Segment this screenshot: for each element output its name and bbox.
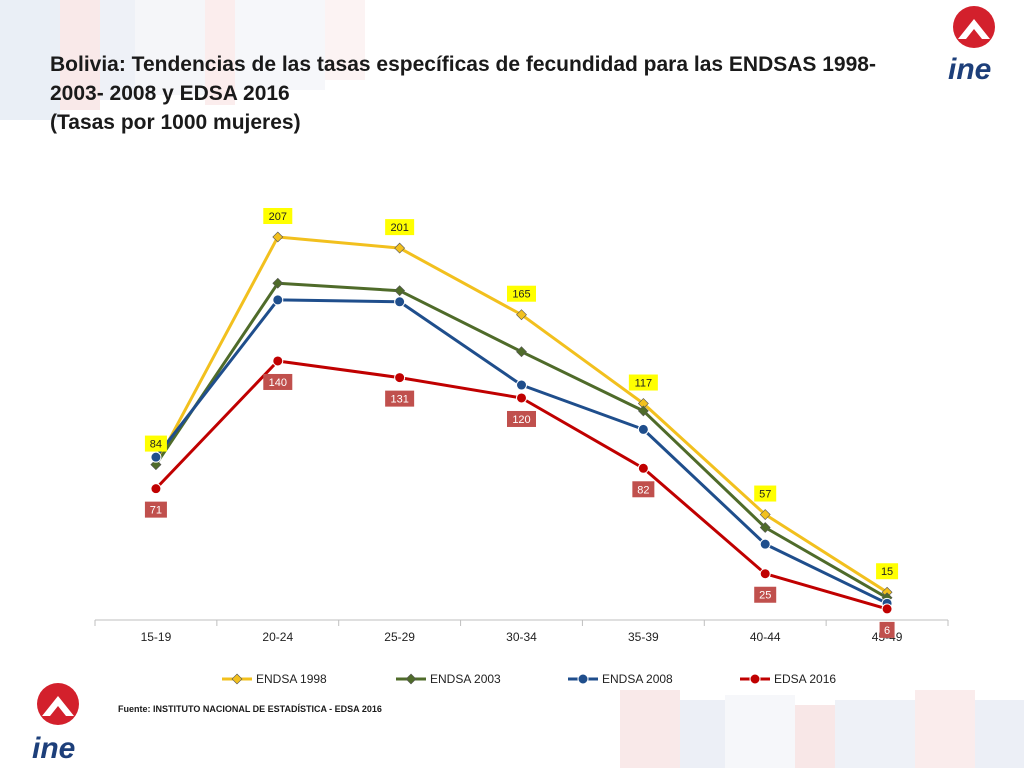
data-label: 25 xyxy=(759,590,771,602)
series-marker xyxy=(150,483,162,495)
legend-label: ENDSA 1998 xyxy=(256,672,327,686)
x-tick-label: 15-19 xyxy=(141,630,172,644)
series-marker xyxy=(394,372,406,384)
series-marker xyxy=(394,285,406,297)
data-label: 131 xyxy=(390,394,408,406)
data-label-box xyxy=(144,435,167,452)
legend-marker xyxy=(405,673,417,685)
legend-label: EDSA 2016 xyxy=(774,672,836,686)
logo-text: ine xyxy=(32,732,75,764)
logo-text: ine xyxy=(948,53,991,85)
series-line-2 xyxy=(154,298,888,605)
series-marker xyxy=(394,296,406,308)
data-label: 57 xyxy=(759,489,771,501)
series-marker xyxy=(516,309,527,321)
x-tick-label: 30-34 xyxy=(506,630,537,644)
ine-logo-bottom: ine xyxy=(32,683,79,764)
data-label-box xyxy=(507,285,536,302)
series-marker xyxy=(272,277,284,289)
series-marker xyxy=(637,462,649,474)
series-marker xyxy=(637,423,649,435)
series-marker xyxy=(759,538,771,550)
data-label-box xyxy=(263,208,293,224)
logo-mountain-icon xyxy=(42,696,74,716)
source-note: Fuente: INSTITUTO NACIONAL DE ESTADÍSTIC… xyxy=(118,704,382,714)
data-label-box xyxy=(628,374,658,391)
legend-marker xyxy=(577,673,589,685)
chart-title: Bolivia: Tendencias de las tasas específ… xyxy=(50,50,910,137)
series-marker xyxy=(272,294,284,306)
data-label: 71 xyxy=(150,505,162,517)
data-label: 84 xyxy=(150,439,162,451)
data-label: 207 xyxy=(269,211,287,223)
data-label-box xyxy=(263,373,293,390)
title-line-3: (Tasas por 1000 mujeres) xyxy=(50,111,301,134)
legend-label: ENDSA 2003 xyxy=(430,672,501,686)
data-label: 120 xyxy=(512,414,530,426)
legend-marker xyxy=(231,673,243,685)
data-label-box xyxy=(879,621,895,638)
series-marker xyxy=(516,379,527,391)
series-marker xyxy=(272,355,284,367)
x-tick-label: 40-44 xyxy=(750,630,781,644)
data-label: 82 xyxy=(637,484,649,496)
data-label-box xyxy=(144,501,167,518)
data-label-box xyxy=(507,410,536,427)
series-marker xyxy=(637,405,649,417)
data-label: 140 xyxy=(269,377,287,389)
title-line-1: Bolivia: Tendencias de las tasas específ… xyxy=(50,53,876,76)
series-marker xyxy=(394,242,406,254)
data-label: 117 xyxy=(635,378,653,390)
data-label: 165 xyxy=(512,289,530,301)
series-marker xyxy=(759,568,771,580)
series-marker xyxy=(516,392,527,404)
data-label: 201 xyxy=(390,222,408,234)
x-tick-label: 25-29 xyxy=(384,630,415,644)
series-marker xyxy=(516,346,527,358)
data-label: 6 xyxy=(884,625,890,637)
data-label-box xyxy=(385,390,415,407)
data-label-box xyxy=(876,563,899,580)
data-label: 15 xyxy=(881,566,893,578)
logo-mountain-icon xyxy=(958,19,990,39)
title-line-2: 2003- 2008 y EDSA 2016 xyxy=(50,82,290,105)
data-label-box xyxy=(632,481,655,498)
x-tick-label: 20-24 xyxy=(262,630,293,644)
data-label-box xyxy=(754,485,777,502)
series-marker xyxy=(150,451,162,463)
legend-label: ENDSA 2008 xyxy=(602,672,673,686)
series-marker xyxy=(272,231,284,243)
data-label-box xyxy=(754,586,777,603)
data-label-box xyxy=(385,219,415,236)
series-marker xyxy=(150,459,162,471)
legend-marker xyxy=(749,673,761,685)
series-marker xyxy=(881,603,893,615)
x-tick-label: 35-39 xyxy=(628,630,659,644)
series-marker xyxy=(759,509,771,520)
series-marker xyxy=(759,522,771,533)
ine-logo-top: ine xyxy=(948,6,995,85)
